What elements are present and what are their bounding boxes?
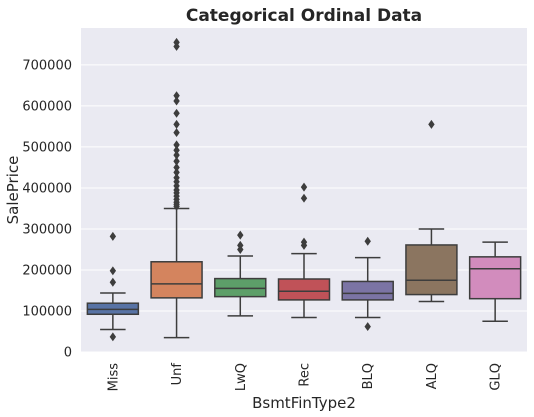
outlier-point bbox=[109, 332, 117, 342]
x-tick-label: Unf bbox=[170, 363, 185, 386]
outlier-point bbox=[173, 119, 180, 129]
y-tick-label: 400000 bbox=[22, 181, 72, 196]
outlier-point bbox=[237, 230, 244, 240]
outlier-point bbox=[173, 150, 180, 160]
y-axis-label: SalePrice bbox=[4, 156, 22, 225]
x-tick-label: Rec bbox=[298, 363, 313, 387]
box-series bbox=[86, 37, 522, 342]
box-miss bbox=[86, 231, 140, 342]
iqr-box bbox=[405, 244, 458, 296]
box-lwq bbox=[214, 230, 267, 317]
outlier-point bbox=[364, 322, 371, 332]
outlier-point bbox=[173, 156, 180, 166]
y-tick-label: 300000 bbox=[22, 222, 72, 237]
outlier-point bbox=[300, 193, 308, 203]
outlier-point bbox=[109, 266, 117, 276]
iqr-box bbox=[214, 277, 267, 298]
outlier-point bbox=[173, 145, 180, 155]
box-glq bbox=[468, 241, 522, 322]
x-tick-label: BLQ bbox=[361, 363, 376, 389]
outlier-point bbox=[173, 91, 180, 101]
x-axis-label: BsmtFinType2 bbox=[252, 394, 356, 412]
x-tick-label: GLQ bbox=[489, 363, 504, 391]
y-tick-label: 200000 bbox=[22, 263, 72, 278]
outlier-point bbox=[173, 173, 180, 183]
outlier-point bbox=[173, 96, 180, 106]
outlier-point bbox=[173, 162, 180, 172]
outlier-point bbox=[173, 128, 180, 138]
y-tick-label: 600000 bbox=[22, 99, 72, 114]
outlier-point bbox=[300, 237, 308, 247]
x-axis-ticks: Miss Unf LwQ Rec BLQ ALQ GLQ bbox=[106, 363, 503, 392]
y-tick-label: 700000 bbox=[22, 58, 72, 73]
outlier-point bbox=[109, 231, 117, 241]
box-blq bbox=[341, 236, 394, 332]
y-tick-label: 100000 bbox=[22, 304, 72, 319]
box-unf bbox=[150, 37, 203, 339]
x-tick-label: ALQ bbox=[425, 363, 440, 389]
outlier-point bbox=[237, 240, 244, 250]
iqr-box bbox=[150, 261, 203, 299]
outlier-point bbox=[173, 167, 180, 177]
iqr-box bbox=[341, 280, 394, 301]
outlier-point bbox=[173, 108, 180, 118]
y-axis-ticks: 0 100000 200000 300000 400000 500000 600000 700… bbox=[22, 58, 72, 360]
x-tick-label: LwQ bbox=[234, 363, 249, 391]
outlier-point bbox=[173, 37, 180, 47]
outlier-point bbox=[300, 182, 308, 192]
outlier-point bbox=[428, 119, 435, 129]
iqr-box bbox=[277, 278, 331, 301]
outlier-point bbox=[364, 236, 371, 246]
chart-title: Categorical Ordinal Data bbox=[186, 6, 422, 26]
y-tick-label: 0 bbox=[64, 346, 72, 361]
x-tick-label: Miss bbox=[106, 363, 121, 392]
box-rec bbox=[277, 182, 331, 319]
iqr-box bbox=[468, 256, 522, 300]
y-tick-label: 500000 bbox=[22, 140, 72, 155]
outlier-point bbox=[109, 277, 117, 287]
outlier-point bbox=[173, 140, 180, 150]
box-alq bbox=[405, 119, 458, 303]
